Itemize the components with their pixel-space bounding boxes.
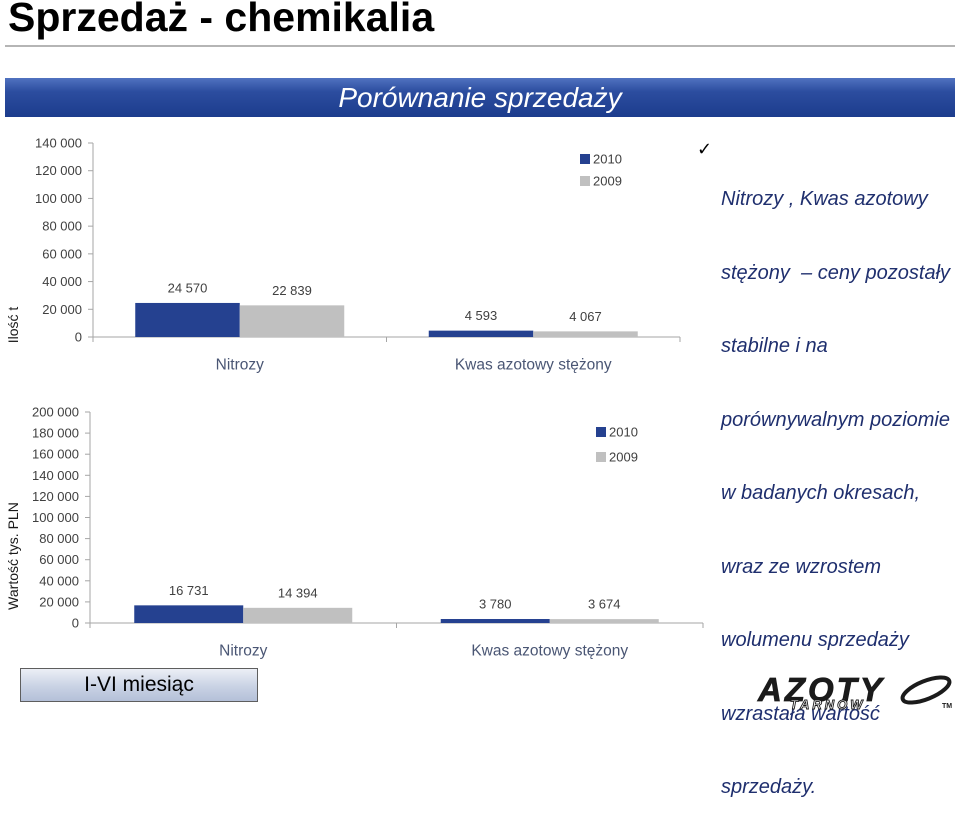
bar-2009-nitrozy (243, 607, 353, 623)
bar-2009-kwas-azotowy-stezony (549, 619, 659, 623)
y-tick-label: 0 (72, 616, 79, 631)
title-divider (5, 45, 955, 47)
logo-sub-text: TARNÓW (790, 697, 866, 710)
y-tick-label: 100 000 (35, 191, 82, 206)
bullet-line: porównywalnym poziomie (721, 408, 950, 431)
y-tick-label: 140 000 (32, 468, 79, 483)
data-label: 14 394 (278, 585, 318, 600)
data-label: 22 839 (272, 283, 312, 298)
y-tick-label: 20 000 (42, 302, 82, 317)
section-banner: Porównanie sprzedaży (5, 78, 955, 117)
legend-swatch-2010 (580, 154, 590, 164)
logo-trademark: TM (942, 703, 952, 710)
legend-label: 2010 (593, 152, 622, 167)
y-tick-label: 80 000 (42, 219, 82, 234)
y-tick-label: 120 000 (32, 489, 79, 504)
legend-swatch-2010 (596, 427, 606, 437)
bullet-line: w badanych okresach, (721, 482, 921, 504)
y-tick-label: 80 000 (39, 531, 79, 546)
y-tick-label: 160 000 (32, 447, 79, 462)
category-label: Kwas azotowy stężony (455, 357, 612, 374)
legend-label: 2009 (609, 450, 638, 465)
y-tick-label: 40 000 (39, 573, 79, 588)
y-axis-title: Ilość t (5, 307, 21, 344)
y-tick-label: 60 000 (42, 246, 82, 261)
period-box: I-VI miesiąc (20, 668, 258, 702)
bar-2010-kwas-azotowy-stezony (440, 619, 550, 623)
checkmark-icon: ✓ (697, 139, 713, 160)
y-tick-label: 120 000 (35, 163, 82, 178)
data-label: 3 780 (479, 597, 512, 612)
banner-title: Porównanie sprzedaży (338, 82, 622, 113)
data-label: 16 731 (169, 583, 209, 598)
y-tick-label: 20 000 (39, 594, 79, 609)
data-label: 24 570 (168, 280, 208, 295)
logo-swoosh-icon (900, 675, 952, 705)
value-bar-chart: 0 20 000 40 000 60 000 80 000 100 000 120 000 1… (5, 405, 704, 660)
data-label: 4 067 (569, 309, 602, 324)
data-label: 4 593 (465, 308, 498, 323)
logo-main-text: AZOTY (757, 671, 885, 708)
legend-swatch-2009 (580, 176, 590, 186)
category-label: Kwas azotowy stężony (471, 643, 628, 660)
y-tick-label: 100 000 (32, 510, 79, 525)
quantity-bar-chart: 0 20 000 40 000 60 000 80 000 100 000 120 000 1… (5, 136, 681, 374)
bar-2009-kwas-azotowy-stezony (533, 331, 638, 337)
bullet-text: Nitrozy , Kwas azotowy stężony – ceny po… (721, 138, 957, 824)
y-tick-label: 60 000 (39, 552, 79, 567)
period-label: I-VI miesiąc (84, 673, 194, 696)
category-label: Nitrozy (216, 357, 264, 374)
bullet-line: wraz ze wzrostem (721, 555, 882, 578)
bar-2010-nitrozy (135, 302, 240, 337)
bullet-line: sprzedaży. (721, 776, 817, 798)
bullet-line: wolumenu sprzedaży (721, 629, 909, 651)
bullet-line: stabilne i na (721, 335, 828, 357)
y-tick-label: 0 (75, 330, 82, 345)
bar-2010-nitrozy (134, 605, 244, 623)
legend-label: 2009 (593, 174, 622, 189)
bullet-line: Nitrozy , Kwas azotowy (721, 188, 928, 210)
company-logo: AZOTY TARNÓW TM (757, 671, 953, 710)
y-tick-label: 180 000 (32, 426, 79, 441)
bar-2010-kwas-azotowy-stezony (428, 330, 534, 337)
bullet-line: stężony – ceny pozostały (721, 261, 951, 284)
legend-label: 2010 (609, 425, 638, 440)
y-tick-label: 140 000 (35, 136, 82, 151)
legend-swatch-2009 (596, 452, 606, 462)
bar-2009-nitrozy (239, 305, 345, 337)
page-title: Sprzedaż - chemikalia (8, 0, 435, 40)
y-axis-title: Wartość tys. PLN (5, 502, 21, 610)
y-tick-label: 200 000 (32, 405, 79, 420)
category-label: Nitrozy (219, 643, 267, 660)
y-tick-label: 40 000 (42, 274, 82, 289)
data-label: 3 674 (588, 597, 621, 612)
